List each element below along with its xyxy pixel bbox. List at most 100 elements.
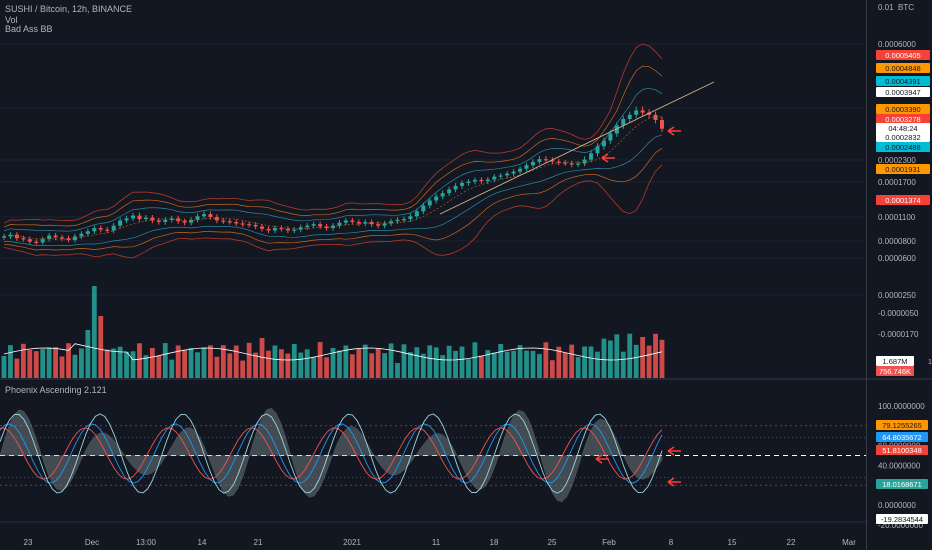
candle-body [272, 228, 277, 231]
candle-body [511, 171, 516, 174]
time-tick-label: 21 [254, 538, 263, 547]
candle-body [53, 235, 58, 238]
candle-body [260, 226, 265, 229]
volume-bar [569, 344, 575, 378]
candle-body [150, 217, 155, 221]
candle-body [305, 225, 310, 228]
volume-bar [143, 355, 149, 378]
osc-value-label: 79.1255265 [882, 421, 922, 430]
price-tick-negative: -0.0000170 [878, 330, 919, 339]
symbol-title[interactable]: SUSHI / Bitcoin, 12h, BINANCE [5, 4, 133, 14]
volume-bar [646, 345, 652, 378]
price-label-bg [876, 132, 930, 142]
price-tick-top: 0.01 [878, 3, 894, 12]
volume-bars [1, 286, 665, 378]
candle-body [137, 215, 142, 220]
candle-body [337, 222, 342, 226]
candle-body [195, 216, 200, 220]
indicator-bb-label[interactable]: Bad Ass BB [5, 24, 53, 34]
candle-body [472, 179, 477, 182]
volume-bar [324, 357, 329, 378]
candle-body [189, 219, 194, 223]
candle-body [105, 229, 110, 231]
osc-tick-label: 100.0000000 [878, 402, 925, 411]
candle-body [382, 223, 387, 226]
price-label-bg [876, 142, 930, 152]
volume-bar [182, 349, 188, 378]
volume-bar [253, 352, 258, 378]
osc-value-label-bg [876, 514, 928, 524]
volume-bar [8, 345, 13, 378]
volume-bar [395, 362, 400, 378]
price-tick-label: 0.0001100 [878, 213, 916, 222]
volume-bar [401, 344, 407, 378]
candle-body [582, 159, 587, 164]
time-tick-label: 8 [669, 538, 674, 547]
candle-body [408, 216, 413, 220]
candle-body [427, 200, 432, 206]
candle-body [556, 161, 561, 163]
volume-label: 1.687M [882, 357, 907, 366]
arrow-osc-3 [667, 477, 681, 487]
price-label: 0.0001374 [885, 196, 920, 205]
volume-bar [433, 347, 439, 378]
oscillator-title[interactable]: Phoenix Ascending 2.121 [5, 385, 107, 395]
volume-bar [427, 345, 433, 378]
volume-bar [98, 316, 104, 378]
candle-body [595, 146, 600, 154]
candle-body [27, 239, 32, 242]
volume-bar [440, 355, 446, 378]
volume-bar [91, 286, 97, 378]
candle-body [576, 163, 581, 165]
time-tick-label: 11 [432, 538, 441, 547]
osc-line-blue [0, 423, 663, 484]
price-label: 0.0002832 [885, 133, 920, 142]
volume-bar [349, 354, 355, 378]
volume-bar [343, 345, 349, 378]
price-label: 0.0004391 [885, 77, 920, 86]
candle-body [601, 140, 606, 147]
osc-tick-label: -20.0000000 [878, 521, 923, 530]
osc-value-label-bg [876, 445, 928, 455]
time-tick-label: Dec [85, 538, 99, 547]
volume-bar [137, 343, 142, 378]
time-tick-label: 13:00 [136, 538, 157, 547]
osc-value-label-bg [876, 420, 928, 430]
candle-body [640, 110, 645, 113]
volume-bar [85, 330, 91, 378]
candle-body [660, 120, 664, 129]
volume-bar [27, 349, 33, 378]
arrow-osc-2 [595, 454, 609, 464]
volume-label: 756.746K [879, 367, 911, 376]
candle-body [389, 221, 394, 224]
candle-body [634, 110, 639, 115]
candle-body [440, 193, 445, 197]
time-tick-label: 2021 [343, 538, 361, 547]
price-label: 0.0003390 [885, 105, 920, 114]
volume-bar [537, 354, 542, 378]
candle-body [247, 224, 252, 226]
volume-bar [130, 351, 136, 378]
candle-body [434, 196, 439, 201]
time-tick-label: Mar [842, 538, 856, 547]
osc-line-light [0, 413, 663, 494]
candle-body [72, 236, 77, 241]
candle-body [124, 218, 129, 221]
indicator-vol-label[interactable]: Vol [5, 15, 18, 25]
arrow-osc-1 [667, 446, 681, 456]
volume-bar [33, 351, 39, 378]
candle-body [608, 133, 613, 141]
volume-bar [627, 333, 633, 378]
candle-body [169, 218, 174, 220]
volume-bar [14, 358, 20, 378]
candle-body [421, 205, 426, 212]
volume-bar [337, 350, 342, 378]
candle-body [614, 125, 619, 134]
bb-basis [3, 116, 663, 240]
candle-body [485, 179, 490, 182]
candle-body [285, 228, 290, 231]
price-label: 0.0005405 [885, 51, 920, 60]
volume-bar [478, 355, 484, 378]
volume-bar [317, 342, 323, 378]
